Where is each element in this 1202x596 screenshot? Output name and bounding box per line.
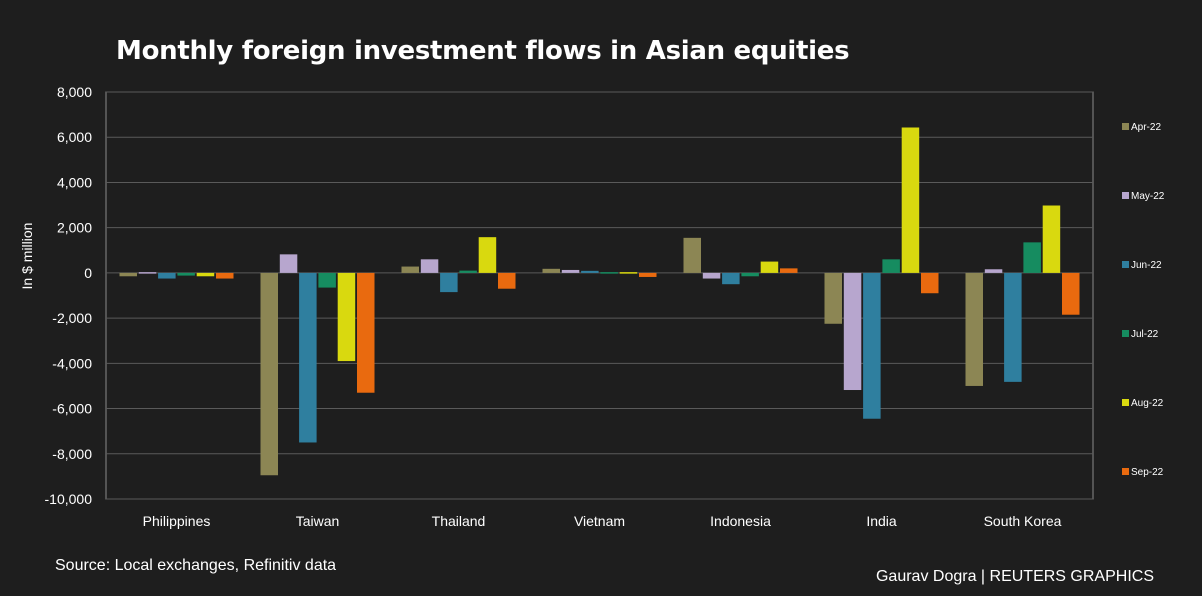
legend-label: Jun-22 — [1131, 260, 1162, 271]
bar-apr-22-taiwan — [260, 272, 278, 476]
bar-sep-22-philippines — [216, 272, 234, 279]
bar-may-22-vietnam — [561, 269, 580, 273]
bar-sep-22-indonesia — [780, 268, 798, 273]
y-tick-label: -8,000 — [52, 446, 92, 462]
category-label: India — [866, 513, 897, 529]
legend-swatch — [1122, 399, 1129, 406]
bar-jun-22-vietnam — [581, 270, 599, 273]
y-tick-label: -2,000 — [52, 310, 92, 326]
bar-may-22-philippines — [138, 272, 157, 274]
legend-label: Apr-22 — [1131, 122, 1161, 133]
bar-sep-22-taiwan — [357, 272, 375, 393]
bar-jun-22-thailand — [440, 272, 458, 293]
gridlines — [105, 91, 1094, 500]
bar-sep-22-india — [921, 272, 939, 294]
y-axis-label: In $ million — [19, 223, 35, 290]
y-tick-label: 8,000 — [57, 84, 92, 100]
bar-apr-22-indonesia — [683, 237, 701, 273]
legend-swatch — [1122, 261, 1129, 268]
category-label: Vietnam — [574, 513, 625, 529]
y-tick-label: 2,000 — [57, 220, 92, 236]
bar-jul-22-taiwan — [318, 272, 336, 288]
bar-may-22-indonesia — [702, 272, 721, 279]
legend-swatch — [1122, 123, 1129, 130]
bar-apr-22-philippines — [119, 272, 137, 277]
bar-may-22-south-korea — [984, 269, 1003, 273]
credit-note: Gaurav Dogra | REUTERS GRAPHICS — [875, 568, 1154, 585]
legend-swatch — [1122, 330, 1129, 337]
y-tick-label: -10,000 — [45, 491, 93, 507]
bar-jul-22-vietnam — [600, 272, 618, 274]
bar-jul-22-indonesia — [741, 272, 759, 277]
bar-may-22-thailand — [420, 259, 439, 273]
bar-jun-22-philippines — [158, 272, 176, 279]
legend: Apr-22 May-22 Jun-22 Jul-22 Aug-22 Sep-22 — [1122, 122, 1165, 478]
bar-jun-22-indonesia — [722, 272, 740, 285]
bar-aug-22-india — [901, 127, 920, 273]
bar-sep-22-south-korea — [1062, 272, 1080, 315]
category-label: Taiwan — [296, 513, 340, 529]
x-axis-categories: Philippines Taiwan Thailand Vietnam Indonesi… — [143, 513, 1062, 529]
bar-jul-22-south-korea — [1023, 242, 1041, 273]
bar-jul-22-philippines — [177, 272, 195, 276]
bar-apr-22-thailand — [401, 266, 419, 273]
y-tick-label: 0 — [84, 265, 92, 281]
bar-apr-22-south-korea — [965, 272, 983, 386]
bar-apr-22-vietnam — [542, 268, 560, 273]
y-tick-label: 6,000 — [57, 129, 92, 145]
bar-jul-22-india — [882, 259, 900, 273]
bar-aug-22-indonesia — [760, 261, 779, 273]
bar-jul-22-thailand — [459, 270, 477, 273]
y-axis-ticks: 8,000 6,000 4,000 2,000 0 -2,000 -4,000 -6,000 -… — [45, 84, 93, 507]
legend-swatch — [1122, 468, 1129, 475]
bar-jun-22-taiwan — [299, 272, 317, 443]
legend-label: May-22 — [1131, 191, 1165, 202]
plot-frame — [105, 91, 1094, 500]
bar-aug-22-vietnam — [619, 272, 638, 274]
category-label: Indonesia — [710, 513, 771, 529]
legend-label: Aug-22 — [1131, 398, 1164, 409]
y-tick-label: 4,000 — [57, 174, 92, 190]
bar-sep-22-vietnam — [639, 272, 657, 277]
bar-jun-22-south-korea — [1004, 272, 1022, 382]
bars — [119, 127, 1080, 476]
bar-sep-22-thailand — [498, 272, 516, 289]
bar-aug-22-south-korea — [1042, 205, 1061, 273]
legend-label: Jul-22 — [1131, 329, 1159, 340]
category-label: Thailand — [432, 513, 486, 529]
legend-swatch — [1122, 192, 1129, 199]
bar-may-22-india — [843, 272, 862, 391]
bar-may-22-taiwan — [279, 254, 298, 273]
bar-apr-22-india — [824, 272, 842, 324]
category-label: Philippines — [143, 513, 211, 529]
bar-aug-22-taiwan — [337, 272, 356, 362]
bar-jun-22-india — [863, 272, 881, 419]
bar-aug-22-thailand — [478, 237, 497, 273]
y-tick-label: -6,000 — [52, 401, 92, 417]
source-note: Source: Local exchanges, Refinitiv data — [55, 557, 337, 574]
category-label: South Korea — [984, 513, 1062, 529]
bar-aug-22-philippines — [196, 272, 215, 277]
chart-title: Monthly foreign investment flows in Asia… — [116, 36, 850, 66]
legend-label: Sep-22 — [1131, 467, 1164, 478]
y-tick-label: -4,000 — [52, 355, 92, 371]
